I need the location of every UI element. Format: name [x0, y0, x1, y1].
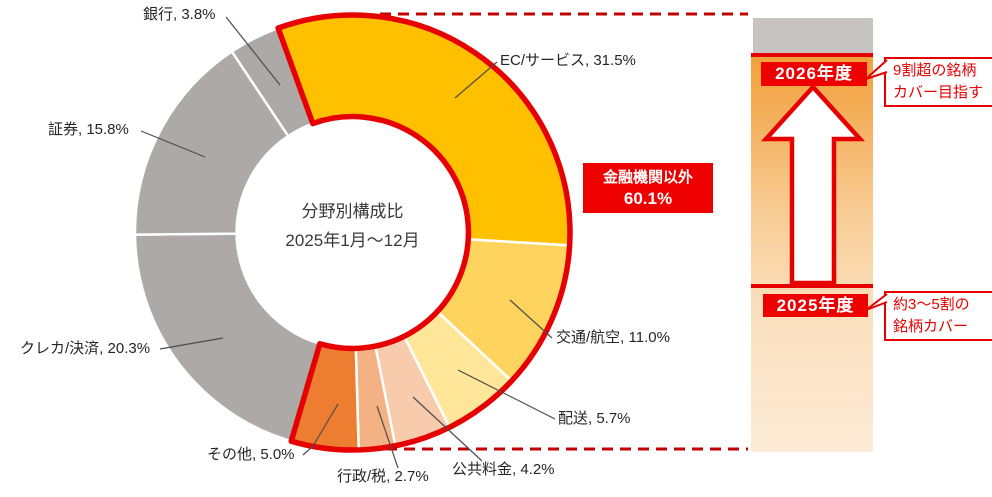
chart-title: 分野別構成比 2025年1月〜12月	[232, 197, 473, 255]
leader-line-credit-card-payment	[159, 337, 224, 350]
badge-value: 60.1%	[623, 188, 673, 208]
badge-label: 金融機関以外	[602, 168, 693, 186]
level-line-2025	[751, 284, 873, 288]
uncovered-region	[753, 18, 873, 53]
target-level-line-2026	[751, 53, 873, 57]
label-ec-services: EC/サービス, 31.5%	[500, 52, 636, 69]
label-delivery: 配送, 5.7%	[558, 410, 631, 427]
callout-2025-line1: 約3〜5割の	[893, 296, 970, 313]
segment-credit-card-payment	[133, 232, 322, 443]
label-government-tax: 行政/税, 2.7%	[337, 468, 429, 485]
year-box-2025: 2025年度	[763, 294, 868, 317]
callout-2026-note: 9割超の銘柄 カバー目指す	[884, 57, 992, 107]
label-credit-card-payment: クレカ/決済, 20.3%	[20, 340, 151, 357]
leader-line-ec-services	[454, 61, 498, 99]
chart-subtitle-line: 2025年1月〜12月	[285, 231, 420, 250]
leader-line-securities	[140, 130, 206, 158]
label-transport-aviation: 交通/航空, 11.0%	[556, 329, 670, 346]
label-others: その他, 5.0%	[207, 446, 295, 463]
non-financial-badge: 金融機関以外 60.1%	[583, 163, 713, 213]
leader-line-government-tax	[376, 405, 399, 469]
callout-2026-line1: 9割超の銘柄	[893, 62, 977, 79]
coverage-gradient-region	[751, 57, 873, 452]
chart-title-line: 分野別構成比	[301, 202, 404, 221]
leader-line-delivery	[457, 369, 556, 420]
label-public-utilities: 公共料金, 4.2%	[452, 461, 555, 478]
callout-2025-note: 約3〜5割の 銘柄カバー	[884, 291, 992, 341]
segment-securities	[133, 50, 290, 236]
callout-2026-line2: カバー目指す	[893, 84, 984, 101]
label-securities: 証券, 15.8%	[48, 121, 129, 138]
label-bank: 銀行, 3.8%	[143, 6, 216, 23]
leader-line-transport-aviation	[509, 299, 553, 339]
leader-line-public-utilities	[412, 396, 483, 462]
callout-2025-line2: 銘柄カバー	[893, 318, 969, 335]
leader-line-bank	[225, 16, 281, 86]
year-box-2026: 2026年度	[761, 62, 867, 86]
non-financial-group-outline	[275, 12, 573, 453]
leader-line-others	[302, 403, 339, 456]
